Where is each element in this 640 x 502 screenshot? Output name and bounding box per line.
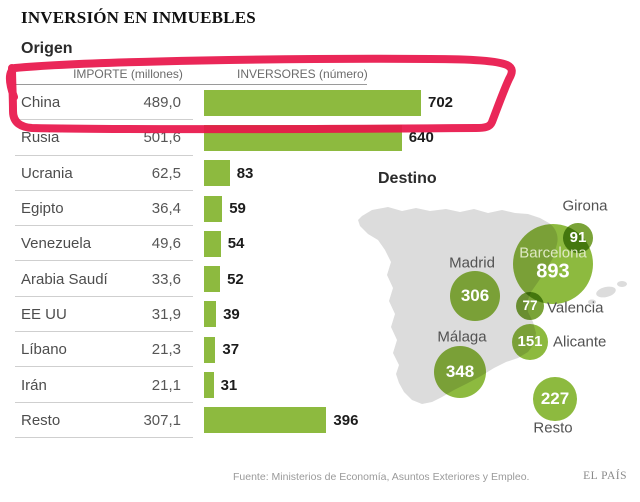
country-label: Arabia Saudí xyxy=(21,270,108,288)
row-divider xyxy=(15,436,193,438)
city-label-girona: Girona xyxy=(562,197,608,215)
page-title: INVERSIÓN EN INMUEBLES xyxy=(21,8,256,27)
importe-value: 21,3 xyxy=(151,341,181,359)
table-row: Ucrania 62,5 83 xyxy=(15,156,485,191)
row-divider xyxy=(15,189,193,191)
investors-value: 54 xyxy=(227,235,245,253)
country-label: Irán xyxy=(21,376,47,394)
city-label-madrid: Madrid xyxy=(449,254,495,272)
investors-value: 59 xyxy=(229,200,246,218)
importe-value: 489,0 xyxy=(143,94,181,112)
bubble-value-valencia: 77 xyxy=(522,297,538,313)
investors-bar xyxy=(204,336,216,363)
origin-section-label: Origen xyxy=(21,40,73,57)
city-label-barcelona: Barcelona xyxy=(519,244,587,262)
destination-section-label: Destino xyxy=(378,170,437,187)
country-label: Venezuela xyxy=(21,235,92,253)
bubble-value-resto: 227 xyxy=(540,389,570,409)
table-row: EE UU 31,9 39 xyxy=(15,297,485,333)
row-divider xyxy=(15,225,193,227)
investors-bar xyxy=(204,266,221,293)
column-header-inversores: INVERSORES (número) xyxy=(237,67,368,81)
investors-value: 31 xyxy=(220,376,238,394)
importe-value: 501,6 xyxy=(143,129,181,147)
investors-value: 702 xyxy=(428,94,454,112)
table-row: Resto 307,1 396 xyxy=(15,403,485,438)
brand-logo: EL PAÍS xyxy=(583,470,627,482)
row-divider xyxy=(15,154,193,156)
importe-value: 21,1 xyxy=(151,376,181,394)
country-label: Rusia xyxy=(21,129,60,147)
investors-bar xyxy=(204,195,223,222)
country-label: EE UU xyxy=(21,305,67,323)
row-divider xyxy=(15,366,193,368)
country-label: Ucrania xyxy=(21,164,73,182)
country-label: China xyxy=(21,94,61,112)
table-row: Irán 21,1 31 xyxy=(15,367,485,403)
investors-bar xyxy=(204,89,421,116)
spain-map: 91 Barcelona 893 306 77 151 348 227 Giron… xyxy=(350,190,635,445)
country-label: Egipto xyxy=(21,200,64,218)
table-row: Egipto 36,4 59 xyxy=(15,191,485,227)
investors-value: 83 xyxy=(236,164,254,182)
ibiza-island xyxy=(588,299,596,305)
investors-value: 39 xyxy=(223,305,240,323)
importe-value: 307,1 xyxy=(143,411,181,429)
spain-silhouette xyxy=(358,207,627,404)
bubble-malaga xyxy=(433,345,487,399)
bubble-value-alicante: 151 xyxy=(517,333,543,351)
row-divider xyxy=(15,331,193,333)
bubble-valencia xyxy=(516,292,544,320)
country-label: Resto xyxy=(21,411,61,429)
bubble-label-barcelona: Barcelona 893 xyxy=(519,244,587,283)
bubble-value-girona: 91 xyxy=(569,229,587,247)
bubble-value-madrid: 306 xyxy=(460,286,490,306)
investors-bar xyxy=(204,301,217,328)
investors-value: 52 xyxy=(227,270,244,288)
bubble-value-barcelona: 893 xyxy=(536,260,570,283)
investors-value: 37 xyxy=(222,341,240,359)
table-row: China 489,0 702 xyxy=(15,85,485,121)
importe-value: 62,5 xyxy=(151,164,181,182)
investors-bar xyxy=(204,372,214,399)
importe-value: 33,6 xyxy=(151,270,181,288)
investors-value: 640 xyxy=(408,129,434,147)
city-label-alicante: Alicante xyxy=(553,333,607,351)
importe-value: 49,6 xyxy=(151,235,181,253)
bubble-madrid xyxy=(450,271,500,321)
row-divider xyxy=(15,260,193,262)
importe-value: 36,4 xyxy=(151,200,181,218)
investors-value: 396 xyxy=(333,411,359,429)
bubble-alicante xyxy=(511,323,549,361)
importe-value: 31,9 xyxy=(151,305,181,323)
country-label: Líbano xyxy=(21,341,67,359)
investors-bar xyxy=(204,124,402,151)
table-row: Venezuela 49,6 54 xyxy=(15,226,485,262)
city-label-malaga: Málaga xyxy=(437,328,487,346)
bubble-resto xyxy=(533,377,577,421)
menorca-island xyxy=(617,281,627,287)
column-header-importe: IMPORTE (millones) xyxy=(73,67,183,81)
row-divider xyxy=(15,295,193,297)
row-divider xyxy=(15,401,193,403)
city-label-resto: Resto xyxy=(533,419,573,437)
table-row: Líbano 21,3 37 xyxy=(15,332,485,368)
table-row: Rusia 501,6 640 xyxy=(15,120,485,156)
table-row: Arabia Saudí 33,6 52 xyxy=(15,261,485,297)
investors-bar xyxy=(204,407,327,434)
bubble-barcelona xyxy=(512,223,594,305)
city-label-valencia: Valencia xyxy=(547,299,604,317)
investors-bar xyxy=(204,160,230,187)
bubble-value-malaga: 348 xyxy=(445,362,475,382)
source-credit: Fuente: Ministerios de Economía, Asuntos… xyxy=(233,471,530,483)
investors-bar xyxy=(204,230,221,257)
mallorca-island xyxy=(596,286,616,298)
